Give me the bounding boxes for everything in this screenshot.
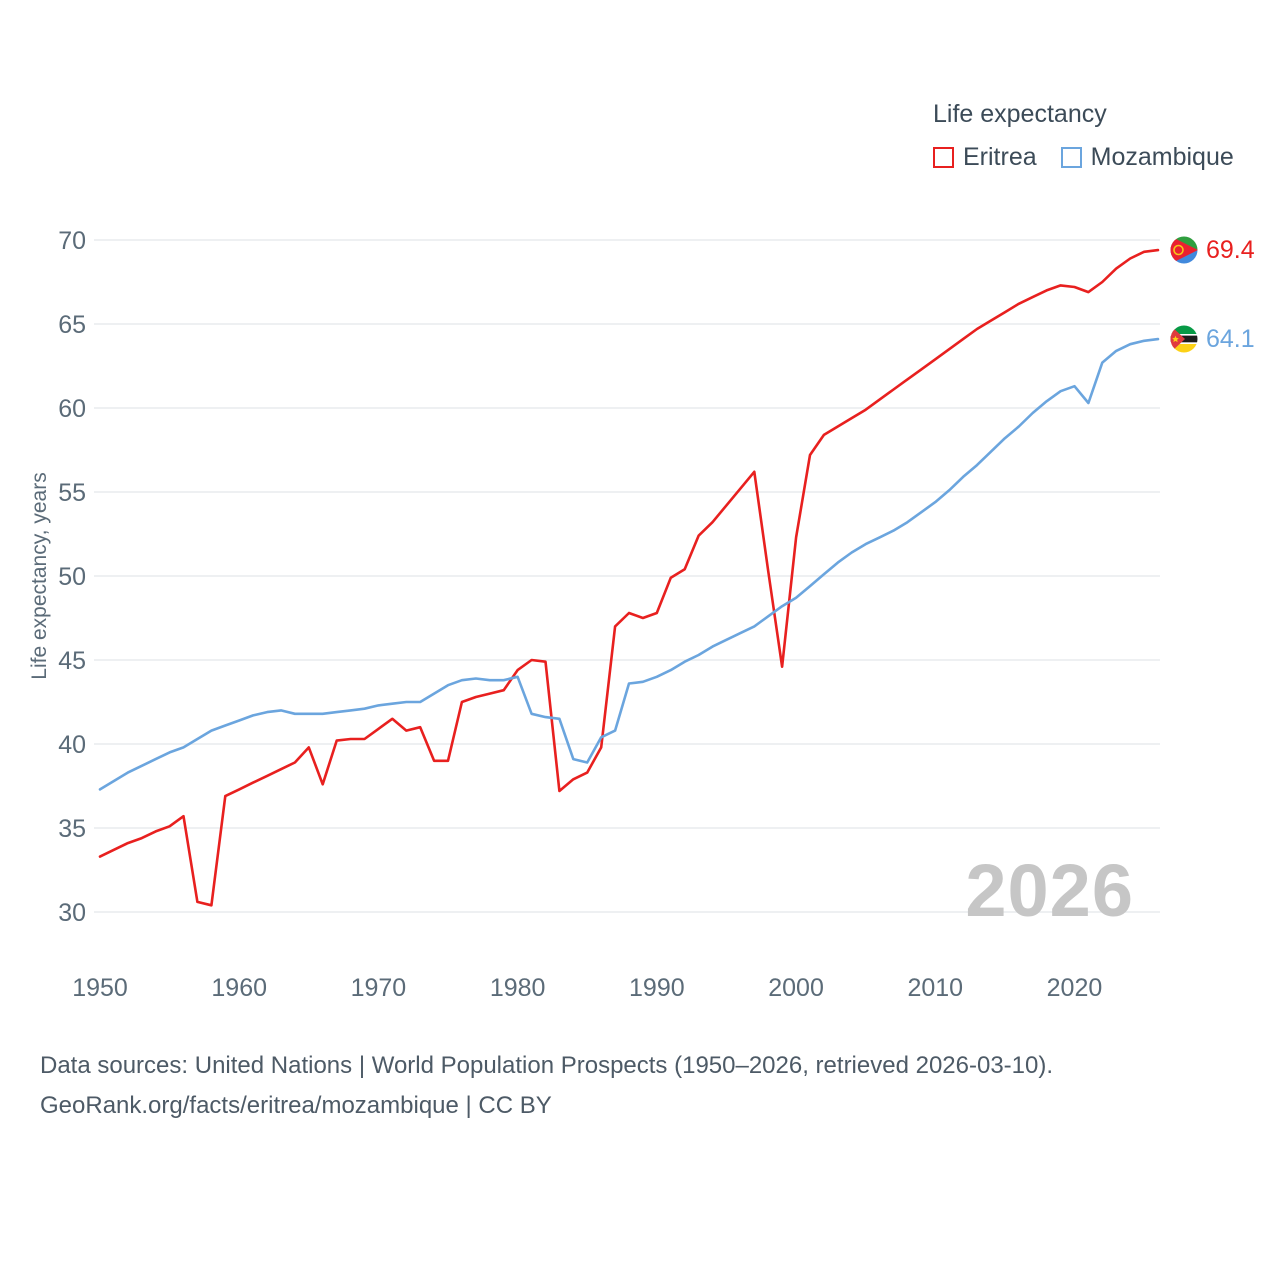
y-tick-label: 65 bbox=[58, 311, 86, 339]
legend-label-mozambique: Mozambique bbox=[1090, 143, 1234, 171]
x-tick-label: 1970 bbox=[351, 974, 407, 1002]
y-tick-label: 50 bbox=[58, 563, 86, 591]
legend-item-eritrea[interactable]: Eritrea bbox=[933, 143, 1037, 172]
mozambique-end-value: 64.1 bbox=[1206, 325, 1255, 354]
legend: Life expectancy Eritrea Mozambique bbox=[933, 100, 1234, 172]
footer: Data sources: United Nations | World Pop… bbox=[40, 1046, 1053, 1126]
x-tick-label: 1950 bbox=[72, 974, 128, 1002]
legend-item-mozambique[interactable]: Mozambique bbox=[1060, 143, 1234, 172]
series-line-mozambique[interactable] bbox=[98, 337, 1160, 791]
x-tick-label: 1990 bbox=[629, 974, 685, 1002]
x-tick-label: 2020 bbox=[1047, 974, 1103, 1002]
legend-items: Eritrea Mozambique bbox=[933, 143, 1234, 172]
y-tick-label: 55 bbox=[58, 479, 86, 507]
eritrea-end-value: 69.4 bbox=[1206, 236, 1255, 265]
y-tick-label: 30 bbox=[58, 899, 86, 927]
y-tick-label: 35 bbox=[58, 815, 86, 843]
y-tick-label: 40 bbox=[58, 731, 86, 759]
x-tick-label: 1960 bbox=[211, 974, 267, 1002]
y-tick-label: 45 bbox=[58, 647, 86, 675]
eritrea-flag-icon bbox=[1170, 236, 1198, 264]
chart-plot-area: 30 35 40 45 50 55 60 65 70 1950 1960 1970 1980 1990 20… bbox=[28, 227, 1160, 1002]
footer-data-sources: Data sources: United Nations | World Pop… bbox=[40, 1052, 1054, 1079]
legend-label-eritrea: Eritrea bbox=[963, 143, 1037, 171]
y-tick-label: 60 bbox=[58, 395, 86, 423]
legend-title: Life expectancy bbox=[933, 100, 1107, 128]
watermark-year: 2026 bbox=[965, 849, 1134, 932]
mozambique-flag-icon bbox=[1170, 325, 1198, 353]
footer-attribution-url: GeoRank.org/facts/eritrea/mozambique | C… bbox=[40, 1092, 552, 1119]
series-line-eritrea[interactable] bbox=[98, 248, 1160, 907]
y-axis-title: Life expectancy, years bbox=[28, 472, 51, 679]
y-tick-label: 70 bbox=[58, 227, 86, 255]
x-tick-label: 2000 bbox=[768, 974, 824, 1002]
mozambique-series-swatch-icon bbox=[1060, 147, 1082, 168]
x-tick-label: 1980 bbox=[490, 974, 546, 1002]
eritrea-series-swatch-icon bbox=[933, 147, 954, 168]
x-tick-label: 2010 bbox=[907, 974, 963, 1002]
